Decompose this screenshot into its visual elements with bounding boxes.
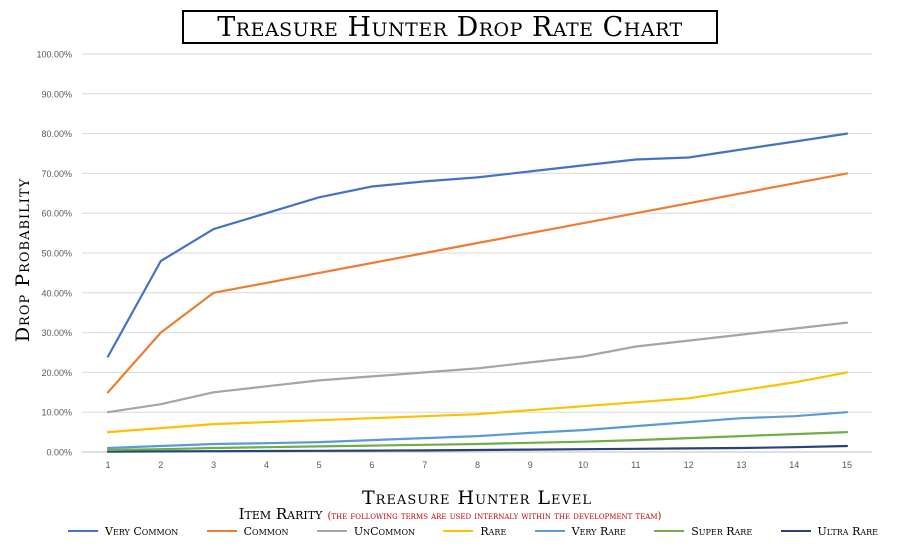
y-tick-label: 40.00% <box>41 288 72 298</box>
x-tick-labels: 1 2 3 4 5 6 7 8 9 10 11 12 13 14 15 <box>105 460 852 470</box>
x-tick-label: 2 <box>158 460 163 470</box>
x-tick-label: 14 <box>789 460 799 470</box>
x-tick-label: 6 <box>369 460 374 470</box>
x-tick-label: 10 <box>578 460 588 470</box>
series-line-very-rare <box>106 411 849 450</box>
legend-title: Item Rarity <box>238 505 323 523</box>
legend-swatch <box>534 529 565 533</box>
y-tick-label: 80.00% <box>41 129 72 139</box>
x-tick-label: 1 <box>105 460 110 470</box>
series-line-very-common <box>106 132 849 358</box>
series-lines <box>106 132 849 453</box>
legend-item: Super Rare <box>654 525 752 538</box>
y-tick-label: 20.00% <box>41 368 72 378</box>
legend: Very Common Common UnCommon Rare Very Rare Su… <box>68 523 878 539</box>
x-tick-label: 11 <box>631 460 640 470</box>
y-tick-label: 100.00% <box>36 50 72 60</box>
y-tick-labels: 0.00% 10.00% 20.00% 30.00% 40.00% 50.00% 60.00… <box>36 50 72 458</box>
x-tick-label: 7 <box>422 460 427 470</box>
series-line-super-rare <box>106 431 849 452</box>
legend-swatch <box>316 529 347 533</box>
legend-note: (the following terms are used internaly … <box>327 511 662 522</box>
series-line-ultra-rare <box>106 444 849 453</box>
y-axis-label: Drop Probability <box>12 177 34 343</box>
y-tick-label: 10.00% <box>41 408 72 418</box>
legend-swatch <box>206 529 237 533</box>
x-axis-label: Treasure Hunter Level <box>361 487 593 509</box>
y-tick-label: 90.00% <box>41 89 72 99</box>
legend-item: Common <box>206 524 289 538</box>
legend-label: Rare <box>480 524 507 538</box>
legend-item: Very Rare <box>534 524 626 538</box>
legend-swatch <box>443 529 474 533</box>
legend-swatch <box>68 529 98 533</box>
series-line-common <box>106 172 849 394</box>
legend-item: Very Common <box>68 525 178 538</box>
legend-item: Ultra Rare <box>780 524 879 538</box>
grid-lines <box>82 53 872 413</box>
series-line-rare <box>106 371 849 434</box>
legend-label: Common <box>243 524 289 538</box>
legend-label: Very Rare <box>571 524 626 538</box>
legend-item: Rare <box>443 525 506 538</box>
legend-label: UnCommon <box>353 524 416 538</box>
y-tick-label: 60.00% <box>41 209 72 219</box>
chart-title: Treasure Hunter Drop Rate Chart <box>182 10 718 44</box>
y-tick-label: 70.00% <box>41 169 72 179</box>
legend-swatch <box>780 529 811 533</box>
legend-heading: Item Rarity (the following terms are use… <box>239 504 662 523</box>
x-tick-label: 13 <box>736 460 746 470</box>
legend-item: UnCommon <box>316 524 416 538</box>
y-tick-label: 0.00% <box>46 448 72 458</box>
x-tick-label: 4 <box>264 460 269 470</box>
y-tick-label: 50.00% <box>41 249 72 259</box>
legend-label: Ultra Rare <box>817 524 879 538</box>
series-line-uncommon <box>106 321 849 414</box>
legend-label: Very Common <box>105 524 179 538</box>
x-tick-label: 12 <box>684 460 694 470</box>
legend-swatch <box>654 529 685 533</box>
x-tick-label: 3 <box>211 460 216 470</box>
x-tick-label: 8 <box>475 460 480 470</box>
x-tick-label: 9 <box>528 460 533 470</box>
x-tick-label: 5 <box>317 460 322 470</box>
legend-label: Super Rare <box>691 524 753 538</box>
x-tick-label: 15 <box>842 460 852 470</box>
y-tick-label: 30.00% <box>41 328 72 338</box>
